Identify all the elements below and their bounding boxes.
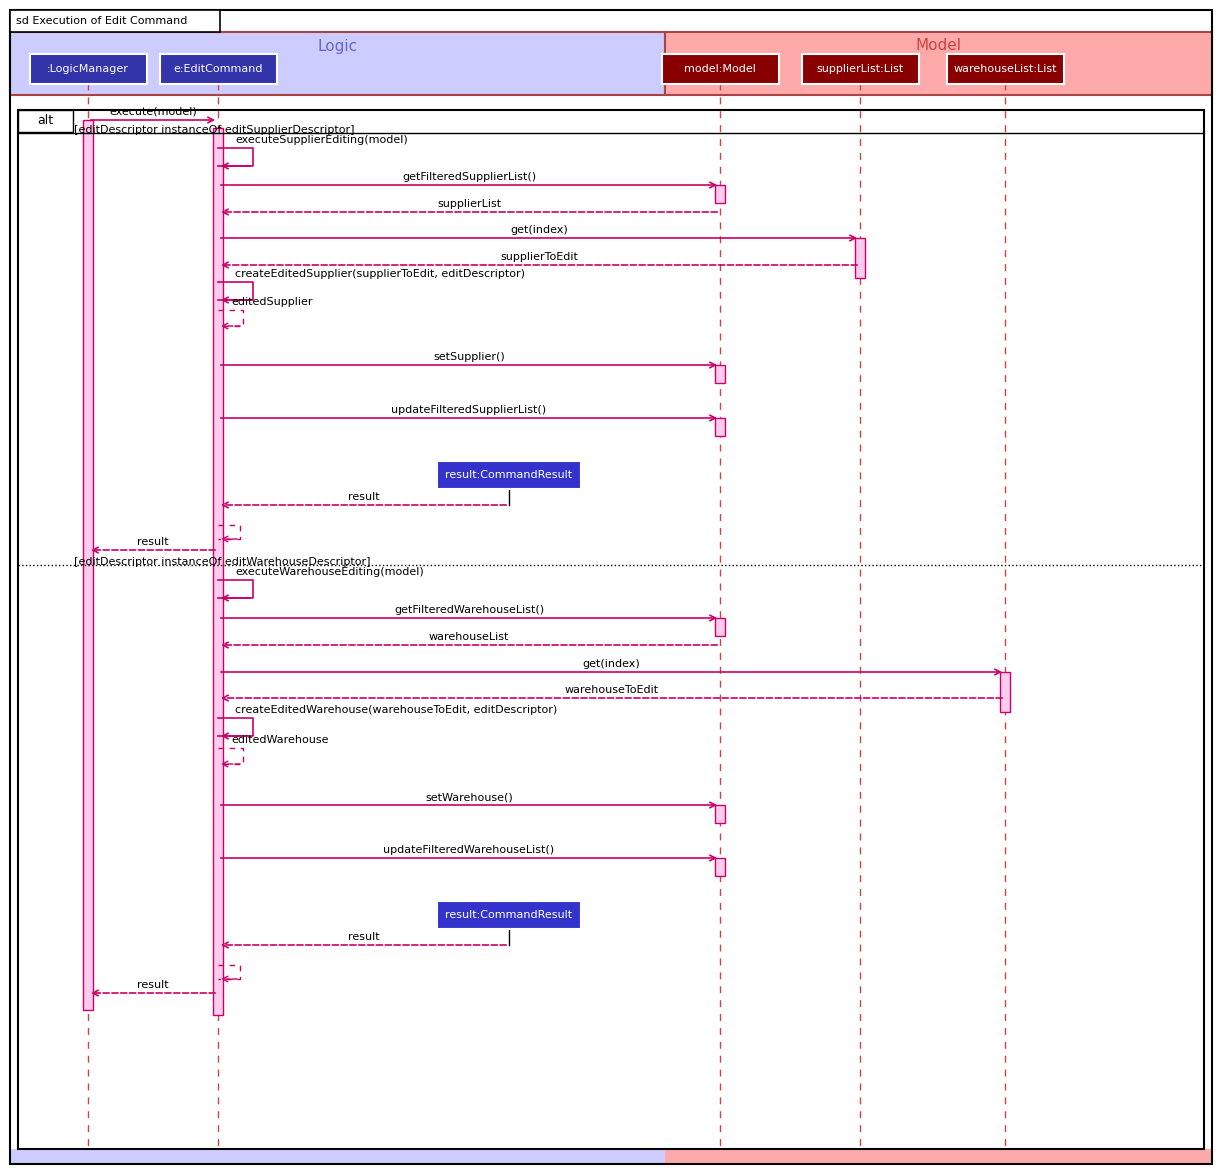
Text: supplierToEdit: supplierToEdit — [500, 252, 578, 262]
Text: warehouseList: warehouseList — [429, 632, 510, 642]
Text: updateFilteredWarehouseList(): updateFilteredWarehouseList() — [384, 845, 555, 855]
Bar — [665, 1149, 1212, 1163]
Text: get(index): get(index) — [583, 659, 640, 669]
Text: result:CommandResult: result:CommandResult — [446, 470, 573, 480]
Bar — [715, 185, 725, 203]
Bar — [715, 418, 725, 436]
Text: result: result — [137, 537, 169, 547]
Text: updateFilteredSupplierList(): updateFilteredSupplierList() — [391, 405, 546, 414]
Text: createEditedWarehouse(warehouseToEdit, editDescriptor): createEditedWarehouse(warehouseToEdit, e… — [235, 706, 557, 715]
FancyBboxPatch shape — [437, 461, 580, 490]
Text: [editDescriptor instanceOf editSupplierDescriptor]: [editDescriptor instanceOf editSupplierD… — [75, 124, 354, 135]
Text: getFilteredWarehouseList(): getFilteredWarehouseList() — [393, 605, 544, 615]
Text: warehouseList:List: warehouseList:List — [953, 63, 1057, 74]
Text: result: result — [348, 492, 379, 502]
Text: alt: alt — [37, 115, 53, 128]
Text: supplierList:List: supplierList:List — [816, 63, 903, 74]
Text: supplierList: supplierList — [437, 200, 501, 209]
Text: executeSupplierEditing(model): executeSupplierEditing(model) — [235, 135, 408, 146]
Text: Logic: Logic — [318, 39, 358, 54]
FancyBboxPatch shape — [10, 11, 220, 32]
Bar — [18, 110, 73, 131]
Bar — [715, 365, 725, 383]
FancyBboxPatch shape — [802, 54, 919, 83]
Text: Model: Model — [915, 39, 962, 54]
Text: get(index): get(index) — [510, 225, 568, 235]
Bar — [715, 805, 725, 823]
FancyBboxPatch shape — [160, 54, 276, 83]
Text: result: result — [137, 980, 169, 990]
Text: setWarehouse(): setWarehouse() — [425, 792, 513, 802]
Text: e:EditCommand: e:EditCommand — [174, 63, 263, 74]
Bar — [83, 120, 93, 1010]
Text: result:CommandResult: result:CommandResult — [446, 910, 573, 920]
FancyBboxPatch shape — [437, 900, 580, 929]
Text: sd Execution of Edit Command: sd Execution of Edit Command — [16, 16, 187, 26]
Text: [editDescriptor instanceOf editWarehouseDescriptor]: [editDescriptor instanceOf editWarehouse… — [75, 556, 370, 567]
Text: model:Model: model:Model — [684, 63, 756, 74]
Bar — [715, 618, 725, 636]
FancyBboxPatch shape — [661, 54, 778, 83]
Text: executeWarehouseEditing(model): executeWarehouseEditing(model) — [235, 567, 424, 576]
FancyBboxPatch shape — [947, 54, 1063, 83]
Bar — [665, 32, 1212, 95]
Text: editedWarehouse: editedWarehouse — [231, 735, 329, 745]
Text: editedSupplier: editedSupplier — [231, 297, 313, 306]
Text: execute(model): execute(model) — [109, 107, 197, 117]
Text: result: result — [348, 932, 379, 942]
Bar — [10, 32, 665, 95]
Bar — [715, 858, 725, 876]
Text: getFilteredSupplierList(): getFilteredSupplierList() — [402, 173, 536, 182]
Bar — [10, 1149, 665, 1163]
FancyBboxPatch shape — [29, 54, 147, 83]
Text: createEditedSupplier(supplierToEdit, editDescriptor): createEditedSupplier(supplierToEdit, edi… — [235, 269, 525, 279]
Text: warehouseToEdit: warehouseToEdit — [565, 684, 659, 695]
Text: setSupplier(): setSupplier() — [433, 352, 505, 362]
Bar — [855, 238, 865, 278]
Bar — [18, 110, 1204, 1149]
Bar — [213, 128, 222, 1016]
Bar — [1000, 672, 1011, 711]
Text: :LogicManager: :LogicManager — [48, 63, 130, 74]
